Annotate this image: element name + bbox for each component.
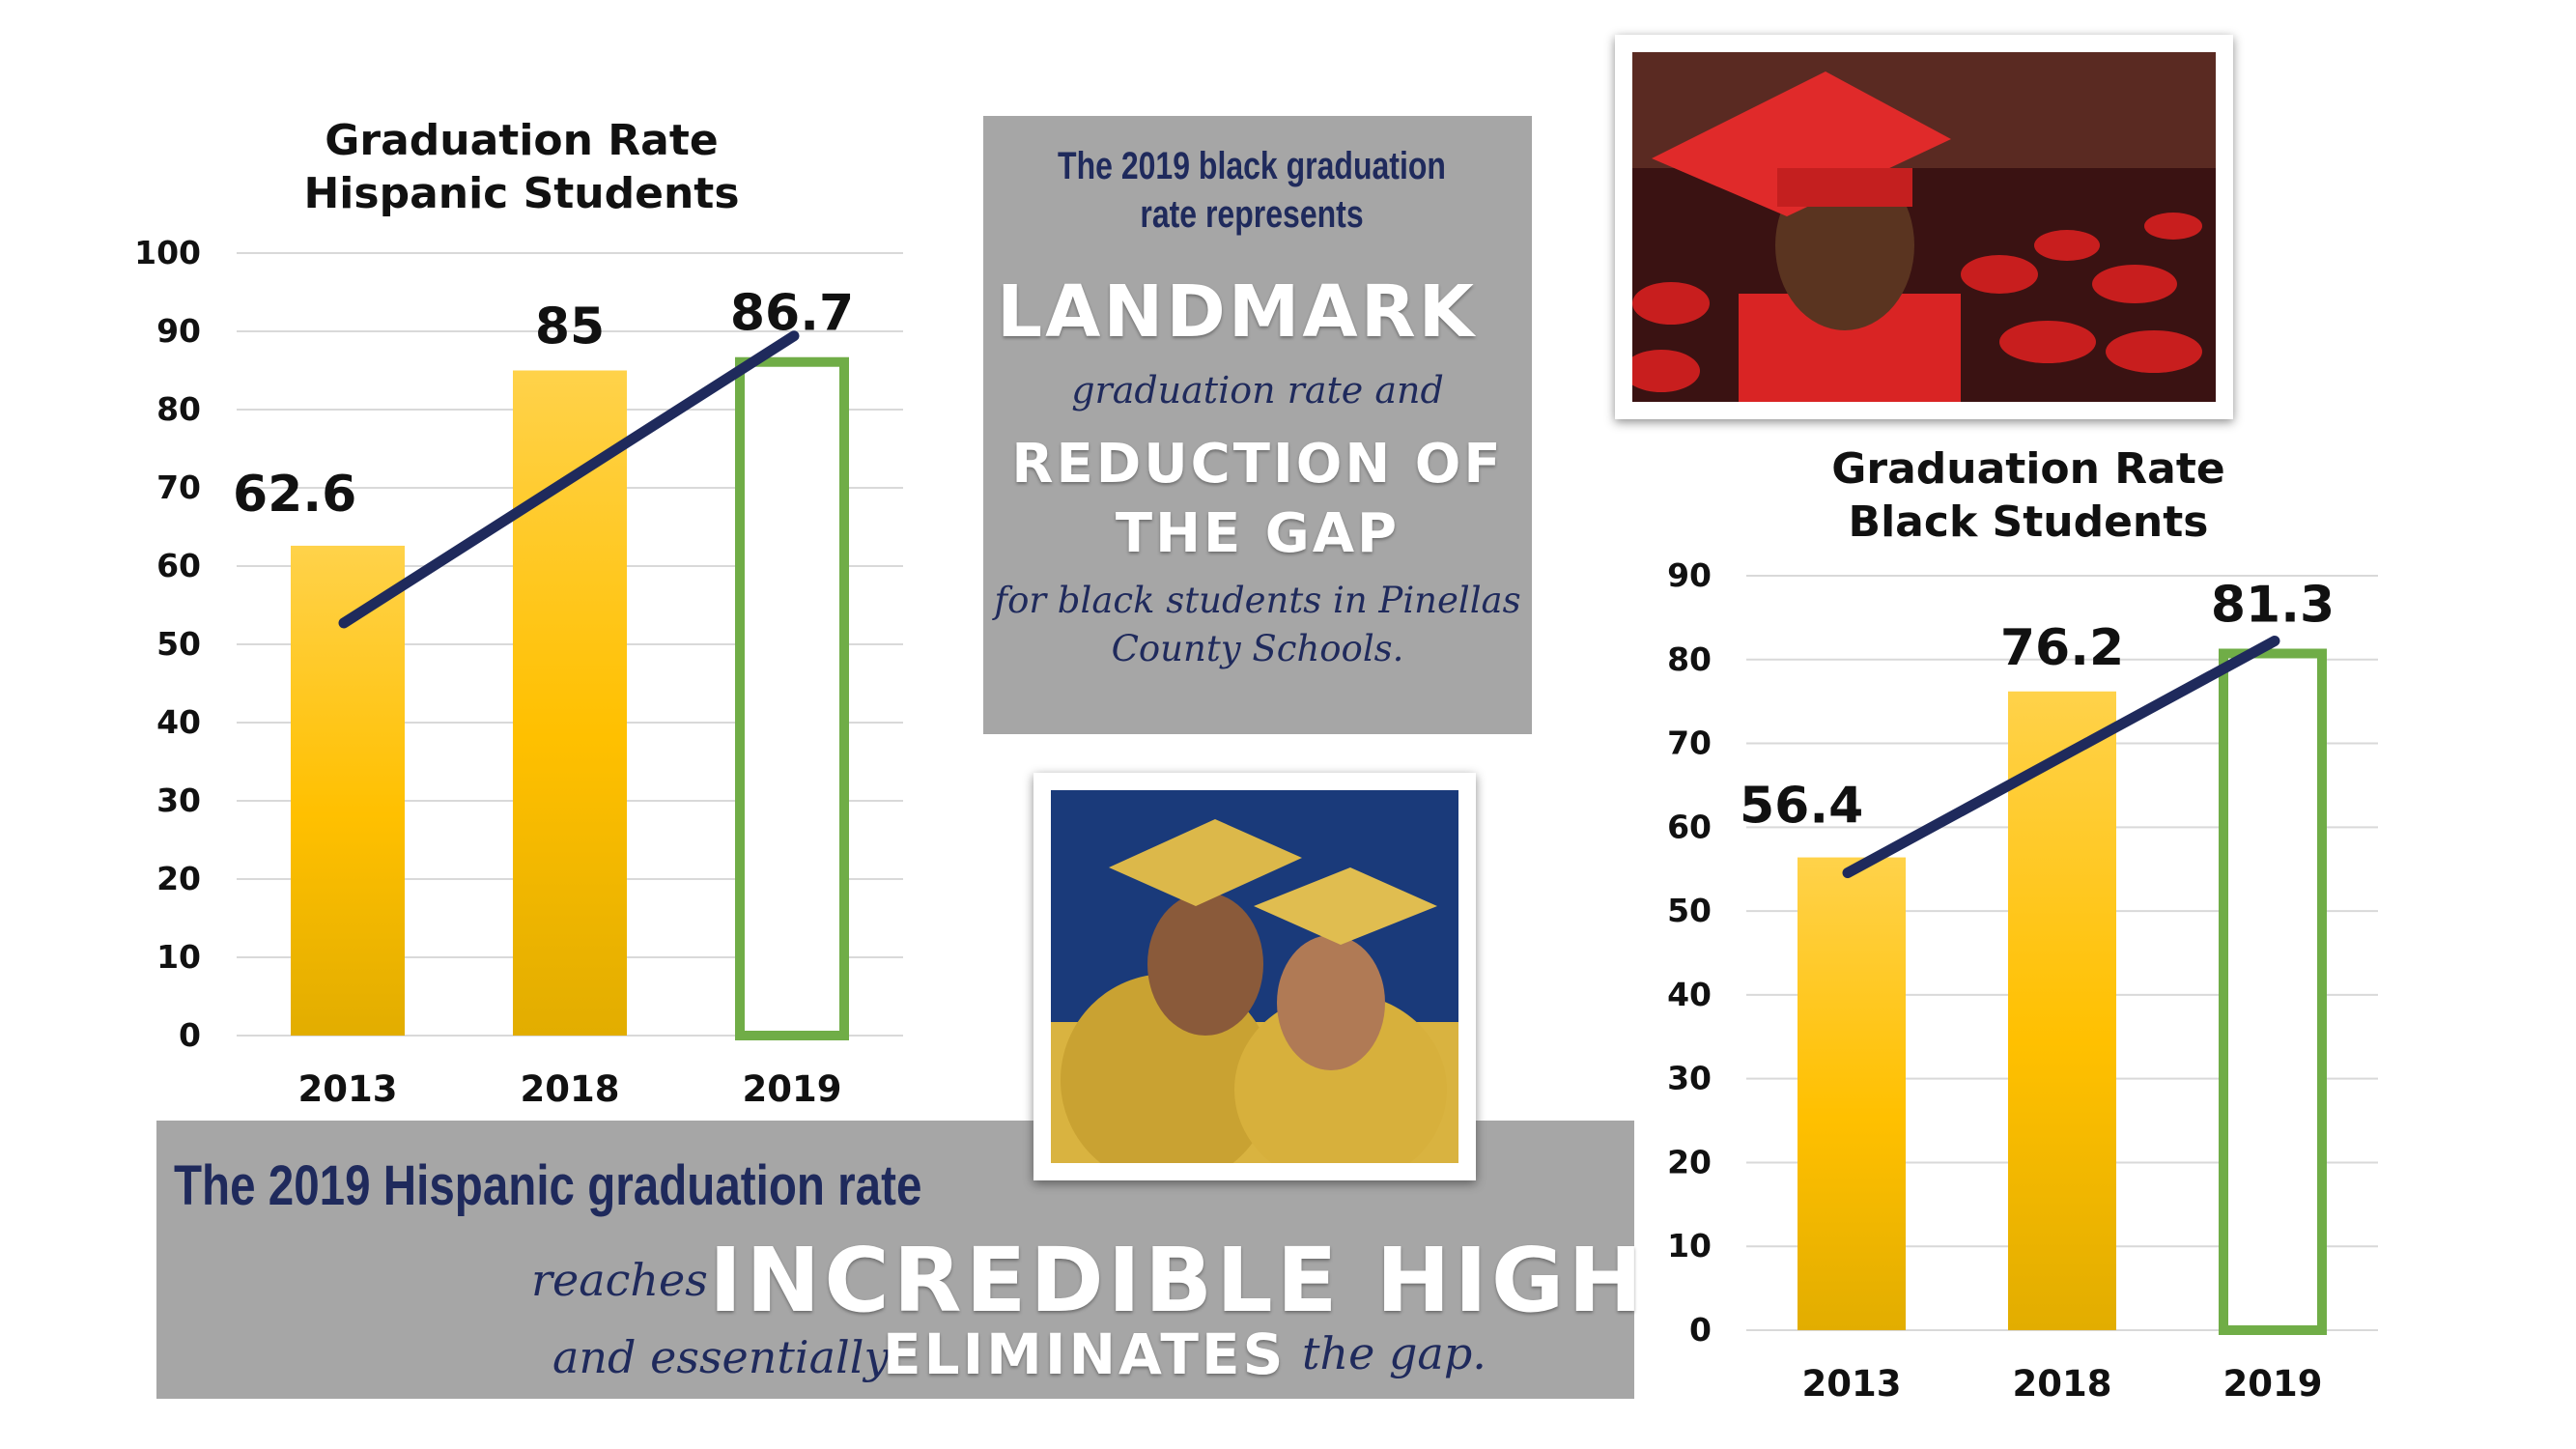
data-label: 76.2 — [2000, 619, 2124, 677]
black-callout-middle: graduation rate and — [1071, 369, 1444, 412]
y-tick-label: 0 — [1689, 1311, 1712, 1349]
black-callout-line2: rate represents — [1140, 193, 1364, 236]
x-tick-label: 2019 — [743, 1068, 842, 1110]
y-tick-label: 0 — [179, 1016, 201, 1054]
bar-2019 — [2219, 648, 2327, 1335]
black-chart-title: Graduation Rate Black Students — [1797, 442, 2260, 549]
y-tick-label: 90 — [1667, 556, 1712, 594]
y-tick-label: 80 — [1667, 640, 1712, 678]
y-tick-label: 50 — [1667, 892, 1712, 929]
incredible-high-text: INCREDIBLE HIGH — [709, 1229, 1647, 1332]
y-tick-label: 30 — [1667, 1060, 1712, 1097]
y-tick-label: 40 — [156, 703, 201, 741]
bar-2019 — [735, 356, 849, 1041]
two-graduates-gold-image — [1051, 790, 1458, 1163]
black-callout-panel: The 2019 black graduation rate represent… — [983, 116, 1532, 734]
y-tick-label: 10 — [156, 938, 201, 976]
x-tick-label: 2018 — [521, 1068, 620, 1110]
hispanic-title-line2: Hispanic Students — [303, 169, 740, 218]
y-tick-label: 70 — [156, 469, 201, 506]
x-tick-label: 2013 — [1802, 1363, 1902, 1405]
landmark-text: LANDMARK — [997, 270, 1478, 354]
x-tick-label: 2019 — [2223, 1363, 2323, 1405]
graduate-red-cap-image — [1632, 52, 2216, 402]
hispanic-graduation-chart: 0 10 20 30 40 50 60 70 80 90 100 2013 2018 2019 62.6 85… — [134, 234, 903, 1110]
hispanic-and-essentially: and essentially — [552, 1331, 890, 1383]
y-tick-label: 100 — [134, 234, 201, 271]
hispanic-title-line1: Graduation Rate — [325, 116, 719, 165]
bar-2013 — [1798, 857, 1906, 1330]
black-callout-tail1: for black students in Pinellas — [994, 580, 1521, 621]
x-tick-label: 2013 — [298, 1068, 398, 1110]
eliminates-text: ELIMINATES — [883, 1321, 1287, 1387]
x-tick-label: 2018 — [2013, 1363, 2112, 1405]
black-title-line2: Black Students — [1848, 497, 2209, 547]
y-tick-label: 50 — [156, 625, 201, 663]
reduction-text-2: THE GAP — [1115, 502, 1401, 565]
y-tick-label: 40 — [1667, 976, 1712, 1013]
reduction-text-1: REDUCTION OF — [1011, 433, 1504, 496]
y-tick-label: 30 — [156, 781, 201, 819]
data-label: 86.7 — [730, 285, 854, 343]
y-tick-label: 70 — [1667, 724, 1712, 762]
black-title-line1: Graduation Rate — [1831, 444, 2225, 494]
y-tick-label: 60 — [156, 547, 201, 584]
y-tick-label: 10 — [1667, 1227, 1712, 1264]
black-callout-tail2: County Schools. — [1111, 628, 1404, 669]
hispanic-callout-headline: The 2019 Hispanic graduation rate — [174, 1154, 922, 1217]
bar-2013 — [291, 545, 405, 1036]
hispanic-chart-title: Graduation Rate Hispanic Students — [290, 114, 753, 220]
y-tick-label: 60 — [1667, 808, 1712, 845]
trend-line — [338, 330, 800, 629]
graduate-red-cap-photo — [1615, 35, 2233, 419]
data-label: 62.6 — [233, 466, 356, 524]
data-label: 85 — [535, 298, 605, 356]
y-tick-label: 90 — [156, 312, 201, 350]
y-tick-label: 20 — [156, 860, 201, 897]
hispanic-callout-panel: The 2019 Hispanic graduation rate reache… — [156, 1121, 1642, 1399]
data-label: 81.3 — [2211, 576, 2335, 634]
hispanic-reaches: reaches — [531, 1254, 708, 1306]
black-callout-line1: The 2019 black graduation — [1058, 145, 1446, 187]
bar-2018 — [2008, 691, 2116, 1330]
hispanic-the-gap: the gap. — [1302, 1327, 1486, 1379]
trend-line — [1842, 635, 2280, 879]
black-graduation-chart: 0 10 20 30 40 50 60 70 80 90 2013 2018 2019 56.4 76.2 8… — [1667, 556, 2378, 1405]
two-graduates-gold-photo — [1033, 773, 1476, 1180]
data-label: 56.4 — [1740, 778, 1863, 836]
y-tick-label: 80 — [156, 390, 201, 428]
y-tick-label: 20 — [1667, 1143, 1712, 1180]
bar-2018 — [513, 370, 627, 1036]
